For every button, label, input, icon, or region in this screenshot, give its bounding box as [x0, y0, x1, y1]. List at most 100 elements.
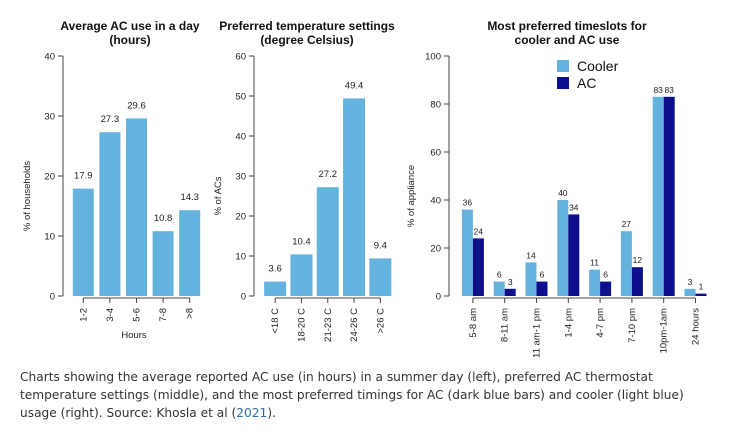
x-tick-label: 3-4 [105, 308, 116, 322]
data-label: 10.8 [154, 213, 173, 224]
x-tick-label: 8-11 am [500, 308, 511, 342]
legend-swatch-cooler [557, 60, 569, 72]
data-label: 14.3 [180, 192, 199, 203]
y-tick-label: 30 [44, 112, 55, 123]
y-tick-label: 60 [235, 52, 246, 63]
chart-title-line: Average AC use in a day [60, 19, 199, 33]
x-tick-label: 7-10 pm [627, 308, 638, 343]
data-label: 6 [497, 270, 502, 280]
bar-cooler [589, 269, 601, 296]
data-label: 27 [622, 219, 632, 229]
bar [369, 258, 392, 296]
data-label: 83 [664, 85, 674, 95]
bar-cooler [461, 209, 473, 296]
y-tick-label: 40 [235, 132, 246, 143]
y-tick-label: 50 [235, 92, 246, 103]
citation-link[interactable]: 2021 [236, 406, 268, 420]
data-label: 12 [633, 255, 643, 265]
bar-ac [600, 281, 612, 296]
data-label: 3 [508, 277, 513, 287]
bar [99, 132, 121, 296]
y-axis-label: % of households [22, 161, 33, 231]
chart-title: Average AC use in a day (hours) [60, 19, 199, 47]
legend-label-cooler: Cooler [577, 58, 619, 74]
bar-cooler [525, 262, 537, 296]
y-tick-label: 80 [430, 100, 441, 111]
data-label: 9.4 [374, 240, 387, 251]
x-tick-label: >8 [185, 308, 196, 319]
x-tick-label: 10pm-1am [659, 308, 670, 353]
data-label: 6 [603, 270, 608, 280]
bar-cooler [493, 281, 505, 296]
legend-label-ac: AC [577, 75, 596, 91]
data-label: 27.2 [319, 169, 338, 180]
data-label: 34 [569, 202, 579, 212]
chart-title-line: cooler and AC use [515, 33, 620, 47]
legend-swatch-ac [557, 77, 569, 89]
y-axis-label: % of appliance [406, 165, 417, 227]
y-tick-label: 0 [436, 292, 441, 303]
y-tick-label: 20 [44, 172, 55, 183]
data-label: 29.6 [127, 100, 146, 111]
x-tick-label: 24 hours [691, 308, 702, 345]
data-label: 17.9 [74, 171, 93, 182]
bar [179, 210, 201, 296]
x-tick-label: 21-23 C [323, 308, 334, 342]
bar-ac [631, 267, 643, 296]
bar [343, 98, 366, 297]
data-label: 1 [699, 282, 704, 292]
bar [316, 187, 339, 296]
x-axis-label: Hours [121, 330, 147, 341]
bar [264, 281, 287, 296]
y-tick-label: 10 [44, 232, 55, 243]
x-tick-label: >26 C [375, 308, 386, 334]
y-tick-label: 10 [235, 252, 246, 263]
y-tick-label: 60 [430, 148, 441, 159]
x-tick-label: 7-8 [158, 308, 169, 322]
y-tick-label: 0 [241, 292, 246, 303]
data-label: 83 [653, 85, 663, 95]
chart-title-line: (hours) [109, 33, 150, 47]
bar [152, 231, 174, 296]
x-tick-label: 4-7 pm [595, 308, 606, 338]
x-tick-label: <18 C [270, 308, 281, 334]
charts-figure: Average AC use in a day (hours)010203040%… [22, 19, 707, 358]
data-label: 36 [463, 198, 473, 208]
data-label: 14 [526, 250, 536, 260]
bar-ac [663, 96, 675, 296]
y-tick-label: 20 [430, 244, 441, 255]
caption-text-end: ). [267, 406, 276, 420]
y-axis-label: % of ACs [213, 176, 224, 215]
x-tick-label: 11 am-1 pm [532, 308, 543, 358]
bar-cooler [652, 96, 664, 296]
bar-cooler [684, 288, 696, 296]
data-label: 10.4 [292, 236, 311, 247]
y-tick-label: 40 [44, 52, 55, 63]
chart-title-line: (degree Celsius) [260, 33, 353, 47]
data-label: 49.4 [345, 80, 364, 91]
x-tick-label: 5-8 am [468, 308, 479, 338]
data-label: 3.6 [269, 264, 282, 275]
bar [72, 188, 94, 296]
bar-ac [695, 293, 707, 296]
data-label: 24 [474, 226, 484, 236]
x-tick-label: 1-4 pm [563, 308, 574, 338]
x-tick-label: 24-26 C [349, 308, 360, 342]
y-tick-label: 30 [235, 172, 246, 183]
chart-title-line: Preferred temperature settings [219, 19, 395, 33]
y-tick-label: 20 [235, 212, 246, 223]
chart-title-line: Most preferred timeslots for [487, 19, 647, 33]
y-tick-label: 40 [430, 196, 441, 207]
data-label: 40 [558, 188, 568, 198]
bar-ac [536, 281, 548, 296]
data-label: 27.3 [101, 114, 120, 125]
bar-ac [472, 238, 484, 296]
bar-cooler [620, 231, 632, 296]
x-tick-label: 18-20 C [296, 308, 307, 342]
x-tick-label: 1-2 [78, 308, 89, 322]
chart-title: Most preferred timeslots for cooler and A… [487, 19, 647, 47]
caption-text: Charts showing the average reported AC u… [20, 370, 684, 420]
data-label: 6 [540, 270, 545, 280]
bar [126, 118, 147, 297]
x-tick-label: 5-6 [132, 308, 143, 322]
